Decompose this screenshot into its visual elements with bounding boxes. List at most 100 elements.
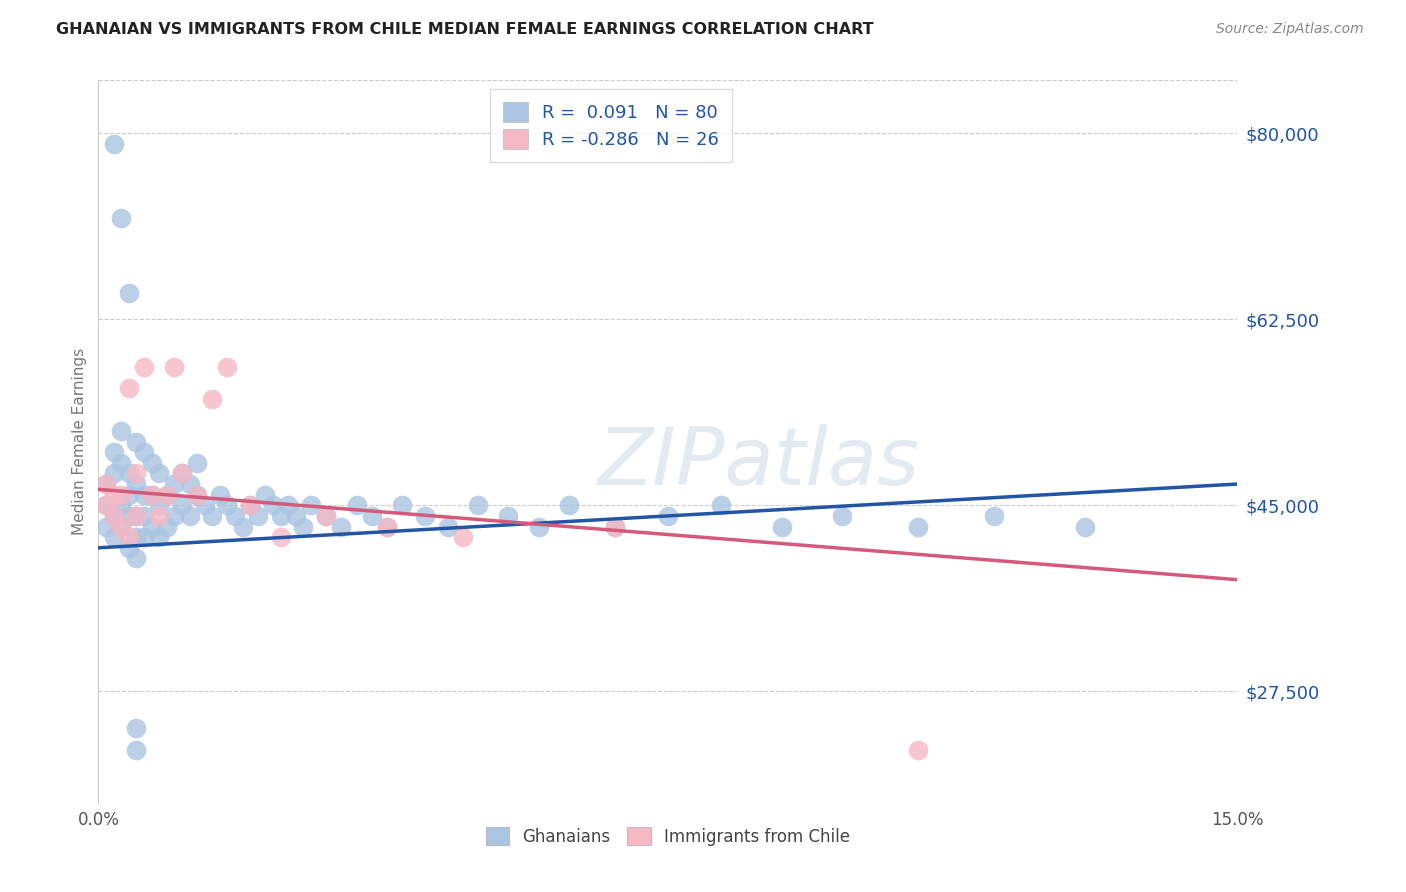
Point	[657, 508, 679, 523]
Point	[603, 519, 626, 533]
Point	[141, 519, 163, 533]
Point	[330, 519, 353, 533]
Point	[103, 136, 125, 151]
Point	[110, 211, 132, 226]
Point	[262, 498, 284, 512]
Point	[148, 498, 170, 512]
Point	[201, 392, 224, 406]
Point	[186, 488, 208, 502]
Point	[170, 498, 193, 512]
Point	[94, 498, 117, 512]
Point	[118, 541, 141, 555]
Point	[163, 477, 186, 491]
Point	[315, 508, 337, 523]
Point	[132, 508, 155, 523]
Point	[246, 508, 269, 523]
Point	[125, 467, 148, 481]
Point	[118, 285, 141, 300]
Point	[239, 498, 262, 512]
Text: GHANAIAN VS IMMIGRANTS FROM CHILE MEDIAN FEMALE EARNINGS CORRELATION CHART: GHANAIAN VS IMMIGRANTS FROM CHILE MEDIAN…	[56, 22, 875, 37]
Point	[179, 477, 201, 491]
Point	[201, 508, 224, 523]
Point	[110, 519, 132, 533]
Point	[110, 488, 132, 502]
Point	[284, 508, 307, 523]
Point	[132, 360, 155, 375]
Point	[186, 456, 208, 470]
Point	[254, 488, 277, 502]
Point	[831, 508, 853, 523]
Point	[451, 530, 474, 544]
Point	[239, 498, 262, 512]
Point	[132, 445, 155, 459]
Point	[94, 498, 117, 512]
Text: ZIPatlas: ZIPatlas	[598, 425, 920, 502]
Point	[983, 508, 1005, 523]
Point	[179, 508, 201, 523]
Point	[315, 508, 337, 523]
Point	[498, 508, 520, 523]
Point	[346, 498, 368, 512]
Point	[770, 519, 793, 533]
Point	[103, 508, 125, 523]
Point	[270, 530, 292, 544]
Point	[141, 488, 163, 502]
Point	[232, 519, 254, 533]
Point	[103, 488, 125, 502]
Point	[156, 519, 179, 533]
Point	[103, 508, 125, 523]
Point	[163, 508, 186, 523]
Point	[194, 498, 217, 512]
Point	[907, 519, 929, 533]
Point	[375, 519, 398, 533]
Point	[132, 488, 155, 502]
Text: Source: ZipAtlas.com: Source: ZipAtlas.com	[1216, 22, 1364, 37]
Point	[170, 467, 193, 481]
Point	[436, 519, 458, 533]
Point	[217, 360, 239, 375]
Point	[148, 467, 170, 481]
Point	[125, 742, 148, 756]
Point	[710, 498, 733, 512]
Point	[125, 508, 148, 523]
Point	[163, 360, 186, 375]
Point	[156, 488, 179, 502]
Point	[558, 498, 581, 512]
Point	[94, 477, 117, 491]
Point	[217, 498, 239, 512]
Point	[125, 722, 148, 736]
Point	[110, 456, 132, 470]
Point	[110, 424, 132, 438]
Point	[118, 530, 141, 544]
Point	[527, 519, 550, 533]
Legend: Ghanaians, Immigrants from Chile: Ghanaians, Immigrants from Chile	[479, 821, 856, 852]
Point	[125, 434, 148, 449]
Point	[391, 498, 413, 512]
Point	[292, 519, 315, 533]
Point	[141, 456, 163, 470]
Point	[1074, 519, 1097, 533]
Point	[94, 477, 117, 491]
Point	[118, 508, 141, 523]
Point	[907, 742, 929, 756]
Point	[103, 530, 125, 544]
Point	[299, 498, 322, 512]
Point	[132, 530, 155, 544]
Point	[603, 519, 626, 533]
Point	[125, 477, 148, 491]
Point	[94, 519, 117, 533]
Point	[118, 467, 141, 481]
Point	[125, 508, 148, 523]
Point	[110, 498, 132, 512]
Point	[125, 530, 148, 544]
Point	[103, 445, 125, 459]
Point	[270, 508, 292, 523]
Point	[110, 519, 132, 533]
Point	[148, 530, 170, 544]
Point	[208, 488, 231, 502]
Point	[170, 467, 193, 481]
Y-axis label: Median Female Earnings: Median Female Earnings	[72, 348, 87, 535]
Point	[118, 488, 141, 502]
Point	[141, 488, 163, 502]
Point	[103, 467, 125, 481]
